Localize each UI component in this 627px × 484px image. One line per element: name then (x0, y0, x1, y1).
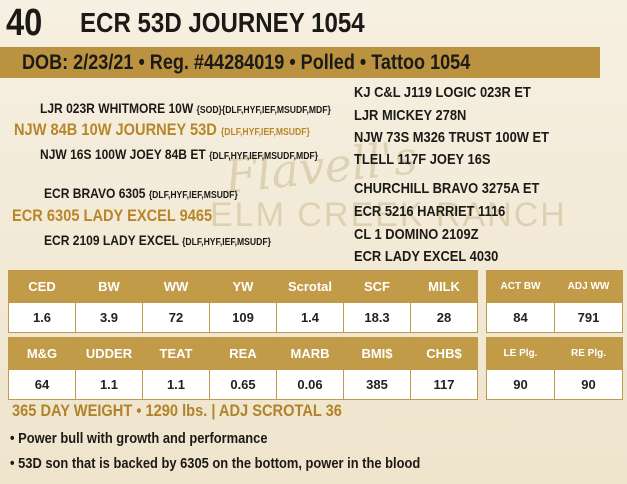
bullet: • Power bull with growth and performance (10, 430, 268, 447)
bullet-text: Power bull with growth and performance (18, 430, 268, 447)
header-cell: MILK (410, 270, 478, 303)
pedigree-name: NJW 84B 10W JOURNEY 53D (14, 120, 217, 139)
header-cell: UDDER (75, 337, 143, 370)
header-cell: MARB (276, 337, 344, 370)
pedigree-name: LJR 023R WHITMORE 10W (40, 100, 194, 116)
value-cell: 791 (554, 302, 623, 333)
animal-name: ECR 53D JOURNEY 1054 (80, 7, 365, 38)
pedigree-name: NJW 16S 100W JOEY 84B ET (40, 146, 206, 162)
header-cell: TEAT (142, 337, 210, 370)
pedigree-line: CHURCHILL BRAVO 3275A ET (354, 180, 540, 197)
value-cell: 18.3 (343, 302, 411, 333)
info-bar (0, 47, 600, 78)
bullet-text: 53D son that is backed by 6305 on the bo… (18, 455, 421, 472)
header-row: M&G UDDER TEAT REA MARB BMI$ CHB$ (8, 337, 478, 370)
value-cell: 72 (142, 302, 210, 333)
pedigree-line: CL 1 DOMINO 2109Z (354, 226, 479, 243)
pedigree-line: NJW 73S M326 TRUST 100W ET (354, 129, 549, 146)
value-cell: 3.9 (75, 302, 143, 333)
pedigree-line: ECR 6305 LADY EXCEL 9465 (12, 207, 212, 225)
pedigree-line: NJW 16S 100W JOEY 84B ET {DLF,HYF,IEF,MS… (40, 145, 318, 166)
pedigree-notes: {DLF,HYF,IEF,MSUDF} (182, 237, 271, 248)
header-cell: CHB$ (410, 337, 478, 370)
value-cell: 117 (410, 369, 478, 400)
value-cell: 90 (486, 369, 555, 400)
value-cell: 90 (554, 369, 623, 400)
value-cell: 109 (209, 302, 277, 333)
header-cell: Scrotal (276, 270, 344, 303)
header-cell: ACT BW (486, 270, 555, 303)
value-cell: 1.6 (8, 302, 76, 333)
epd-table: CED BW WW YW Scrotal SCF MILK 1.6 3.9 72 109 1.4 18.… (8, 270, 478, 400)
pedigree-line: LJR MICKEY 278N (354, 107, 467, 124)
header-cell: ADJ WW (554, 270, 623, 303)
header-cell: CED (8, 270, 76, 303)
header-cell: WW (142, 270, 210, 303)
header-cell: BW (75, 270, 143, 303)
pedigree-notes: {DLF,HYF,IEF,MSUDF} (148, 190, 238, 201)
value-row: 90 90 (486, 369, 623, 400)
info-line: DOB: 2/23/21 • Reg. #44284019 • Polled •… (22, 51, 471, 74)
value-cell: 1.1 (142, 369, 210, 400)
header-cell: M&G (8, 337, 76, 370)
bullet: • 53D son that is backed by 6305 on the … (10, 455, 421, 472)
header-cell: BMI$ (343, 337, 411, 370)
side-table: ACT BW ADJ WW 84 791 LE Plg. RE Plg. 90 90 (486, 270, 623, 400)
header-cell: YW (209, 270, 277, 303)
header-cell: LE Plg. (486, 337, 555, 370)
value-cell: 64 (8, 369, 76, 400)
value-cell: 1.4 (276, 302, 344, 333)
value-cell: 385 (343, 369, 411, 400)
header-row: LE Plg. RE Plg. (486, 337, 623, 370)
pedigree-line: ECR 5216 HARRIET 1116 (354, 203, 506, 220)
pedigree-line: LJR 023R WHITMORE 10W {SOD}{DLF,HYF,IEF,… (40, 99, 331, 120)
value-cell: 0.06 (276, 369, 344, 400)
header-cell: RE Plg. (554, 337, 623, 370)
header-row: ACT BW ADJ WW (486, 270, 623, 303)
value-cell: 28 (410, 302, 478, 333)
pedigree-notes: {DLF,HYF,IEF,MSUDF} (220, 127, 310, 138)
pedigree-notes: {DLF,HYF,IEF,MSUDF,MDF} (209, 151, 319, 162)
header-cell: REA (209, 337, 277, 370)
pedigree-name: ECR 6305 LADY EXCEL 9465 (12, 206, 213, 225)
pedigree-line: ECR BRAVO 6305 {DLF,HYF,IEF,MSUDF} (44, 184, 238, 205)
header-row: CED BW WW YW Scrotal SCF MILK (8, 270, 478, 303)
value-cell: 84 (486, 302, 555, 333)
value-row: 1.6 3.9 72 109 1.4 18.3 28 (8, 302, 478, 333)
pedigree-line: NJW 84B 10W JOURNEY 53D {DLF,HYF,IEF,MSU… (14, 121, 310, 142)
lot-number: 40 (6, 2, 43, 44)
watermark-ranch: ELM CREEK RANCH (210, 196, 567, 234)
pedigree-name: ECR 2109 LADY EXCEL (44, 232, 179, 248)
value-row: 64 1.1 1.1 0.65 0.06 385 117 (8, 369, 478, 400)
pedigree-name: ECR BRAVO 6305 (44, 185, 146, 201)
value-cell: 1.1 (75, 369, 143, 400)
summary: 365 DAY WEIGHT • 1290 lbs. | ADJ SCROTAL… (12, 401, 342, 420)
header-cell: SCF (343, 270, 411, 303)
value-row: 84 791 (486, 302, 623, 333)
value-cell: 0.65 (209, 369, 277, 400)
pedigree-line: ECR 2109 LADY EXCEL {DLF,HYF,IEF,MSUDF} (44, 231, 271, 252)
pedigree-notes: {SOD}{DLF,HYF,IEF,MSUDF,MDF} (196, 105, 331, 116)
pedigree-line: KJ C&L J119 LOGIC 023R ET (354, 84, 531, 101)
pedigree-line: TLELL 117F JOEY 16S (354, 151, 491, 168)
pedigree-line: ECR LADY EXCEL 4030 (354, 248, 499, 265)
